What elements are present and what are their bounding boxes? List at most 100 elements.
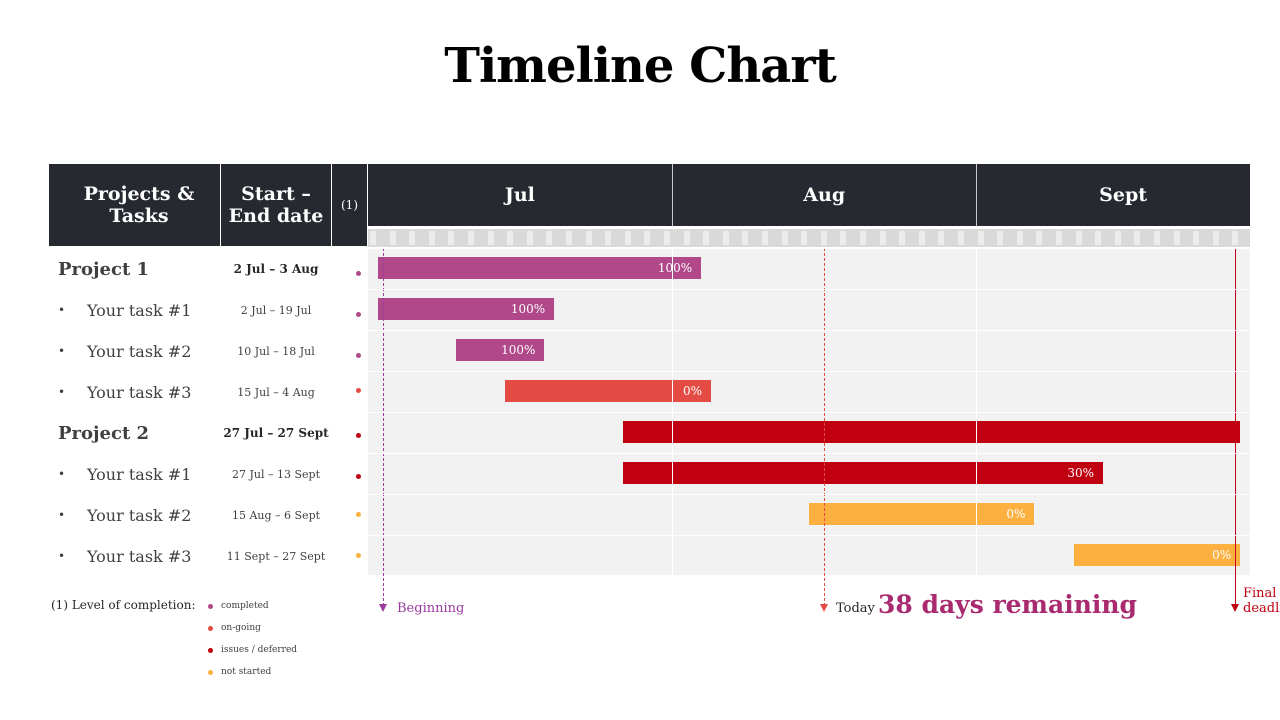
header-projects-tasks: Projects & Tasks (49, 164, 220, 246)
day-tick (860, 231, 866, 245)
task-name: Your task #2 (87, 341, 192, 361)
day-tick (1134, 231, 1141, 245)
date-range: 10 Jul – 18 Jul (237, 344, 315, 358)
legend-label: not started (221, 667, 272, 677)
task-name: Your task #3 (87, 382, 192, 402)
legend-dot (208, 669, 213, 675)
row-gridline (49, 330, 1250, 331)
legend-dot (208, 603, 213, 609)
month-header-jul: Jul (504, 184, 535, 206)
date-range: 15 Jul – 4 Aug (237, 385, 315, 399)
month-header-bar (368, 164, 1250, 226)
legend-label: completed (221, 601, 269, 611)
project-name: Project 2 (58, 422, 150, 444)
day-tick (801, 231, 808, 245)
task-name: Your task #2 (87, 505, 192, 525)
marker-line (383, 248, 384, 606)
task-name: Your task #1 (87, 464, 192, 484)
day-tick (683, 231, 690, 245)
completion-cell (332, 290, 367, 330)
day-tick (1016, 231, 1023, 245)
task-row: Your task #2 • 15 Aug – 6 Sept (49, 494, 367, 534)
marker-arrow (820, 604, 828, 612)
legend-dot (208, 625, 213, 631)
gantt-bar: 0% (505, 380, 711, 402)
day-tick (1173, 231, 1180, 245)
bullet-point: • (58, 508, 66, 522)
status-dot-completed (356, 312, 361, 317)
day-tick (1193, 231, 1200, 245)
status-dot-not-started (356, 553, 361, 558)
day-tick (605, 231, 612, 245)
task-name: Your task #3 (87, 546, 192, 566)
status-dot-completed (356, 353, 361, 358)
day-tick (1154, 231, 1160, 245)
day-tick (585, 231, 592, 245)
header-start-end-date: Start – End date (221, 164, 331, 246)
gantt-bar: 100% (456, 339, 545, 361)
day-tick (1232, 231, 1239, 245)
day-tick (566, 231, 572, 245)
status-dot-issues (356, 474, 361, 479)
task-row: Your task #3 • 11 Sept – 27 Sept (49, 535, 367, 575)
bullet-point: • (58, 385, 66, 399)
marker-label: Final deadline (1243, 586, 1280, 616)
marker-arrow (1231, 604, 1239, 612)
status-dot-not-started (356, 512, 361, 517)
date-range: 11 Sept – 27 Sept (226, 549, 326, 563)
day-tick (664, 231, 670, 245)
date-range: 2 Jul – 19 Jul (240, 303, 312, 317)
day-tick (644, 231, 651, 245)
date-range: 2 Jul – 3 Aug (233, 262, 319, 276)
task-row: Your task #1 • 2 Jul – 19 Jul (49, 289, 367, 329)
task-row: Your task #2 • 10 Jul – 18 Jul (49, 330, 367, 370)
task-row: Your task #1 • 27 Jul – 13 Sept (49, 453, 367, 493)
day-tick (468, 231, 474, 245)
marker-arrow (379, 604, 387, 612)
day-tick (742, 231, 749, 245)
project-row: Project 1 2 Jul – 3 Aug (49, 248, 367, 288)
day-tick-strip (368, 229, 1250, 247)
completion-cell (332, 536, 367, 576)
day-tick (487, 231, 494, 245)
legend-item: completed (208, 599, 269, 613)
legend-label: issues / deferred (221, 645, 298, 655)
completion-cell (332, 495, 367, 535)
task-name: Your task #1 (87, 300, 192, 320)
day-tick (977, 231, 984, 245)
month-header-aug: Aug (671, 164, 976, 226)
legend-item: not started (208, 665, 271, 679)
row-gridline (49, 453, 1250, 454)
days-remaining-text: 38 days remaining (878, 590, 1138, 619)
gantt-bar (622, 421, 1241, 443)
project-name: Project 1 (58, 258, 150, 280)
legend-item: on-going (208, 621, 261, 635)
date-range: 15 Aug – 6 Sept (231, 508, 321, 522)
status-dot-on-going (356, 388, 361, 393)
row-gridline (49, 412, 1250, 413)
day-tick (781, 231, 788, 245)
status-dot-issues (356, 433, 361, 438)
day-tick (1075, 231, 1082, 245)
legend-item: issues / deferred (208, 643, 297, 657)
day-tick (820, 231, 827, 245)
status-dot-completed (356, 271, 361, 276)
completion-cell (332, 413, 367, 453)
completion-cell (332, 331, 367, 371)
completion-cell (332, 454, 367, 494)
completion-cell (332, 372, 367, 412)
day-tick (409, 231, 416, 245)
date-range: 27 Jul – 27 Sept (223, 426, 329, 440)
gantt-bar: 0% (1073, 544, 1241, 566)
bullet-point: • (58, 303, 66, 317)
day-tick (840, 231, 847, 245)
day-tick (546, 231, 553, 245)
page-title: Timeline Chart (444, 38, 837, 94)
task-row: Your task #3 • 15 Jul – 4 Aug (49, 371, 367, 411)
day-tick (624, 231, 631, 245)
project-row: Project 2 27 Jul – 27 Sept (49, 412, 367, 452)
day-tick (958, 231, 964, 245)
gantt-bar: 100% (377, 298, 555, 320)
month-gridline (975, 248, 977, 575)
day-tick (879, 231, 886, 245)
